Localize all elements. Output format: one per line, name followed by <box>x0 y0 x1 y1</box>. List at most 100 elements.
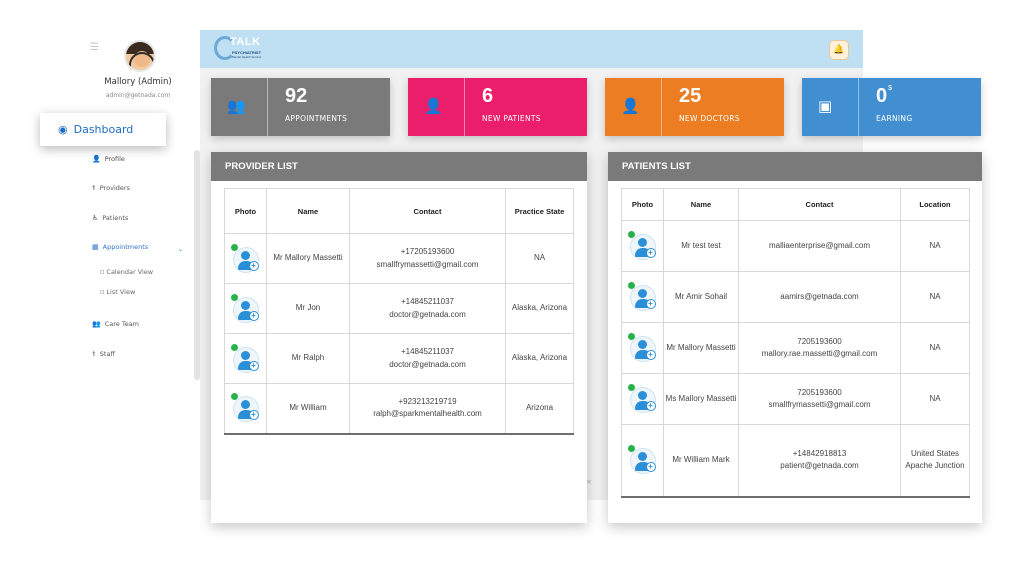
patient-avatar-icon[interactable]: + <box>230 293 261 324</box>
patients-list-panel: PATIENTS LIST Photo Name Contact Locatio… <box>608 152 982 523</box>
logo-tagline: Mental Health Service <box>232 55 262 59</box>
stat-label: NEW PATIENTS <box>482 114 541 123</box>
table-row[interactable]: + Ms Mallory Massetti 7205193600 smallfryma… <box>621 373 970 425</box>
logo-sub: PSYCHIATRIST <box>232 50 262 55</box>
photo-cell: + <box>621 424 664 498</box>
online-status-icon <box>230 293 238 301</box>
name-cell: Mr William Mark <box>663 424 739 498</box>
state-cell: Alaska, Arizona <box>505 283 574 334</box>
sidebar-item-profile[interactable]: 👤 Profile <box>92 155 125 163</box>
patient-avatar-icon[interactable]: + <box>627 282 658 312</box>
name-cell-text: Mr Amir Sohail <box>674 291 727 301</box>
sidebar-item-patients[interactable]: ♿ Patients <box>92 214 128 222</box>
column-header: Name <box>266 188 350 234</box>
name-cell: Mr William <box>266 383 350 435</box>
contact-cell-text: 7205193600 <box>797 387 842 397</box>
logo[interactable]: TALK PSYCHIATRIST Mental Health Service <box>214 34 274 64</box>
sidebar-item-staff[interactable]: ⚕ Staff <box>92 350 115 358</box>
stat-value: 92 <box>285 85 308 107</box>
online-status-icon <box>627 333 635 340</box>
stat-number: 0 <box>876 85 888 107</box>
contact-cell: +923213219719 ralph@sparkmentalhealth.com <box>349 383 506 435</box>
provider-table: Photo Name Contact Practice State + Mr Ma… <box>224 188 574 435</box>
stat-value: 0$ <box>876 85 892 108</box>
calendar-icon: ▫ <box>100 268 105 276</box>
name-cell: Ms Mallory Massetti <box>663 373 739 425</box>
bell-icon[interactable]: 🔔 <box>829 40 849 60</box>
contact-cell-text: patient@getnada.com <box>780 461 859 471</box>
table-row[interactable]: + Mr Mallory Massetti +17205193600 smallfry… <box>224 233 574 284</box>
state-cell-text: Alaska, Arizona <box>511 353 568 363</box>
menu-icon[interactable]: ☰ <box>90 42 99 53</box>
patient-avatar-icon[interactable]: + <box>627 231 658 261</box>
contact-cell-text: +14842918813 <box>792 448 847 458</box>
patient-avatar-icon[interactable]: + <box>230 343 261 374</box>
sidebar-item-label: Appointments <box>102 243 149 251</box>
state-cell: Arizona <box>505 383 574 435</box>
patient-avatar-icon[interactable]: + <box>627 445 658 475</box>
location-cell: NA <box>900 220 970 272</box>
users-icon: 👥 <box>227 97 246 115</box>
user-icon: 👤 <box>92 155 101 163</box>
contact-cell-text: doctor@getnada.com <box>389 359 466 369</box>
table-row[interactable]: + Mr Ralph +14845211037 doctor@getnada.com A… <box>224 333 574 384</box>
state-cell-text: Arizona <box>525 403 554 413</box>
contact-cell: 7205193600 smallfrymassetti@gmail.com <box>738 373 901 425</box>
patient-avatar-icon[interactable]: + <box>230 393 261 423</box>
contact-cell-text: +923213219719 <box>398 396 457 406</box>
stat-card-appointments[interactable]: 👥 92 APPOINTMENTS <box>211 78 390 136</box>
stat-label: NEW DOCTORS <box>679 114 740 123</box>
table-row[interactable]: + Mr Mallory Massetti 7205193600 mallory.ra… <box>621 322 970 374</box>
column-header: Contact <box>738 188 901 221</box>
online-status-icon <box>230 393 238 401</box>
sidebar-item-label: Profile <box>104 155 125 163</box>
contact-cell-text: +14845211037 <box>400 347 455 357</box>
name-cell-text: Ms Mallory Massetti <box>665 393 737 403</box>
sidebar-subitem-list-view[interactable]: ▫ List View <box>100 288 135 296</box>
photo-cell: + <box>224 233 267 284</box>
sidebar-item-appointments[interactable]: ▦ Appointments <box>92 243 148 251</box>
column-header: Location <box>900 188 970 221</box>
table-row[interactable]: + Mr Jon +14845211037 doctor@getnada.com Ala… <box>224 283 574 334</box>
column-header: Photo <box>224 188 267 234</box>
sidebar-subitem-label: List View <box>106 288 136 296</box>
contact-cell: +14842918813 patient@getnada.com <box>738 424 901 498</box>
sidebar-item-dashboard[interactable]: ◉ Dashboard <box>40 113 166 146</box>
column-header: Contact <box>349 188 506 234</box>
currency-symbol: $ <box>888 85 893 92</box>
contact-cell: +14845211037 doctor@getnada.com <box>349 283 506 334</box>
photo-cell: + <box>224 333 267 384</box>
table-row[interactable]: + Mr William +923213219719 ralph@sparkmenta… <box>224 383 574 435</box>
patient-avatar-icon[interactable]: + <box>230 243 261 274</box>
online-status-icon <box>627 384 635 391</box>
photo-cell: + <box>621 373 664 425</box>
sidebar-item-providers[interactable]: ⚕ Providers <box>92 184 130 192</box>
name-cell-text: Mr Jon <box>295 303 321 313</box>
column-header: Practice State <box>505 188 574 234</box>
name-cell-text: Mr Mallory Massetti <box>666 342 736 352</box>
stat-card-earning[interactable]: ▣ 0$ EARNING <box>802 78 981 136</box>
avatar[interactable] <box>124 40 156 72</box>
sidebar-scrollbar[interactable] <box>194 150 200 380</box>
stat-card-new-patients[interactable]: 👤 6 NEW PATIENTS <box>408 78 587 136</box>
contact-cell: aamirs@getnada.com <box>738 271 901 323</box>
patient-avatar-icon[interactable]: + <box>627 384 658 414</box>
contact-cell-text: smallfrymassetti@gmail.com <box>376 259 479 269</box>
photo-cell: + <box>621 220 664 272</box>
sidebar-subitem-calendar-view[interactable]: ▫ Calendar View <box>100 268 153 276</box>
column-header: Photo <box>621 188 664 221</box>
table-row[interactable]: + Mr William Mark +14842918813 patient@getn… <box>621 424 970 498</box>
contact-cell-text: mallory.rae.massetti@gmail.com <box>761 349 878 358</box>
table-row[interactable]: + Mr Amir Sohail aamirs@getnada.com NA <box>621 271 970 323</box>
chevron-down-icon[interactable]: ⌄ <box>178 246 184 253</box>
sidebar-item-care-team[interactable]: 👥 Care Team <box>92 320 139 328</box>
stat-value: 6 <box>482 85 494 107</box>
name-cell-text: Mr Mallory Massetti <box>273 253 343 263</box>
photo-cell: + <box>224 283 267 334</box>
stat-card-new-doctors[interactable]: 👤 25 NEW DOCTORS <box>605 78 784 136</box>
table-row[interactable]: + Mr test test malliaenterprise@gmail.com N… <box>621 220 970 272</box>
state-cell: Alaska, Arizona <box>505 333 574 384</box>
name-cell: Mr Ralph <box>266 333 350 384</box>
patient-avatar-icon[interactable]: + <box>627 333 658 363</box>
close-icon[interactable]: × <box>586 478 592 486</box>
